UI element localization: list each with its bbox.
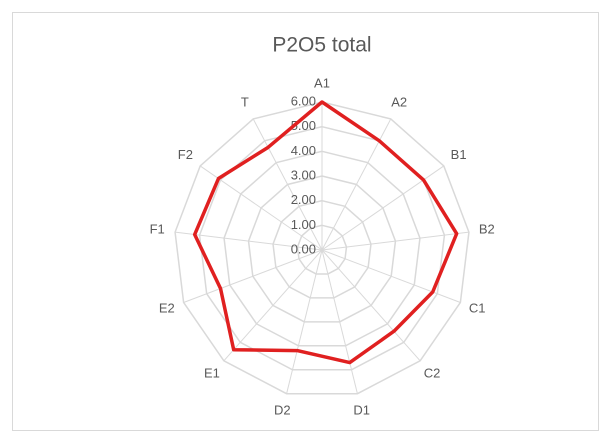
r-tick-label: 1.00 <box>291 217 316 232</box>
grid-ring <box>198 125 446 371</box>
spoke <box>321 249 461 303</box>
category-label: F2 <box>178 147 193 162</box>
spoke <box>223 249 323 362</box>
category-label: F1 <box>150 221 165 236</box>
r-tick-label: 2.00 <box>291 192 316 207</box>
category-label: B2 <box>479 221 495 236</box>
spoke <box>321 249 421 362</box>
category-label: D1 <box>353 403 370 418</box>
grid-ring <box>174 101 470 395</box>
r-tick-label: 3.00 <box>291 167 316 182</box>
series-line <box>192 100 459 365</box>
category-label: D2 <box>274 403 291 418</box>
category-label: E2 <box>159 300 175 315</box>
chart-frame <box>12 12 599 431</box>
spoke <box>321 249 358 394</box>
category-label: C2 <box>424 366 441 381</box>
spoke <box>252 118 323 251</box>
grid-ring <box>247 175 397 323</box>
spoke <box>183 249 323 303</box>
spoke <box>321 231 469 251</box>
r-tick-label: 4.00 <box>291 143 316 158</box>
category-label: C1 <box>469 300 486 315</box>
grid-ring <box>272 199 372 299</box>
r-tick-label: 6.00 <box>291 93 316 108</box>
category-label: B1 <box>451 147 467 162</box>
grid-ring <box>223 150 421 347</box>
chart-title: P2O5 total <box>272 34 371 57</box>
category-label: A2 <box>391 94 407 109</box>
spoke <box>175 231 323 251</box>
spoke <box>199 165 323 251</box>
category-label: E1 <box>204 366 220 381</box>
category-label: T <box>241 94 249 109</box>
spoke <box>286 249 323 394</box>
r-tick-label: 0.00 <box>291 241 316 256</box>
grid-ring <box>296 224 348 275</box>
category-label: A1 <box>314 75 330 90</box>
